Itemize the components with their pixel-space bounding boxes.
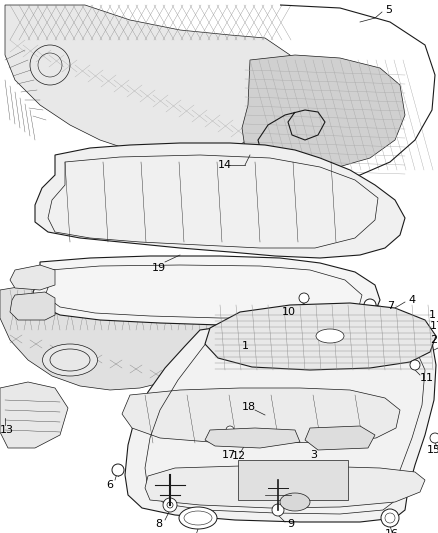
Text: 8: 8 (155, 519, 162, 529)
Circle shape (364, 299, 376, 311)
Circle shape (410, 360, 420, 370)
Text: 3: 3 (310, 450, 317, 460)
Ellipse shape (280, 493, 310, 511)
Polygon shape (5, 5, 295, 160)
Ellipse shape (42, 344, 98, 376)
Polygon shape (305, 426, 375, 450)
Polygon shape (10, 265, 55, 290)
Circle shape (112, 464, 124, 476)
Polygon shape (0, 382, 68, 448)
Text: 1: 1 (429, 310, 436, 320)
Text: 10: 10 (282, 307, 296, 317)
Polygon shape (33, 256, 380, 326)
Polygon shape (145, 466, 425, 508)
Text: 12: 12 (232, 451, 246, 461)
Polygon shape (0, 278, 225, 390)
Text: 17: 17 (430, 321, 438, 331)
Polygon shape (35, 143, 405, 258)
Text: 15: 15 (427, 445, 438, 455)
Text: 5: 5 (385, 5, 392, 15)
Text: 4: 4 (408, 295, 415, 305)
Polygon shape (205, 303, 436, 370)
Circle shape (381, 509, 399, 527)
Text: 13: 13 (0, 425, 14, 435)
Polygon shape (125, 318, 436, 522)
Circle shape (430, 433, 438, 443)
Text: 1: 1 (242, 341, 249, 351)
Text: 17: 17 (222, 450, 236, 460)
Circle shape (226, 426, 234, 434)
Ellipse shape (316, 329, 344, 343)
Text: 14: 14 (218, 160, 232, 170)
Text: 2: 2 (430, 335, 437, 345)
Bar (238, 460, 348, 500)
Text: 19: 19 (152, 263, 166, 273)
Text: 16: 16 (385, 529, 399, 533)
Circle shape (163, 498, 177, 512)
Polygon shape (205, 428, 300, 448)
Circle shape (299, 293, 309, 303)
Polygon shape (10, 292, 55, 320)
Polygon shape (242, 55, 405, 170)
Text: 11: 11 (420, 373, 434, 383)
Text: 18: 18 (242, 402, 256, 412)
Text: 9: 9 (287, 519, 294, 529)
Text: 6: 6 (106, 480, 113, 490)
Circle shape (272, 504, 284, 516)
Ellipse shape (179, 507, 217, 529)
Polygon shape (122, 388, 400, 443)
Text: 7: 7 (387, 301, 394, 311)
